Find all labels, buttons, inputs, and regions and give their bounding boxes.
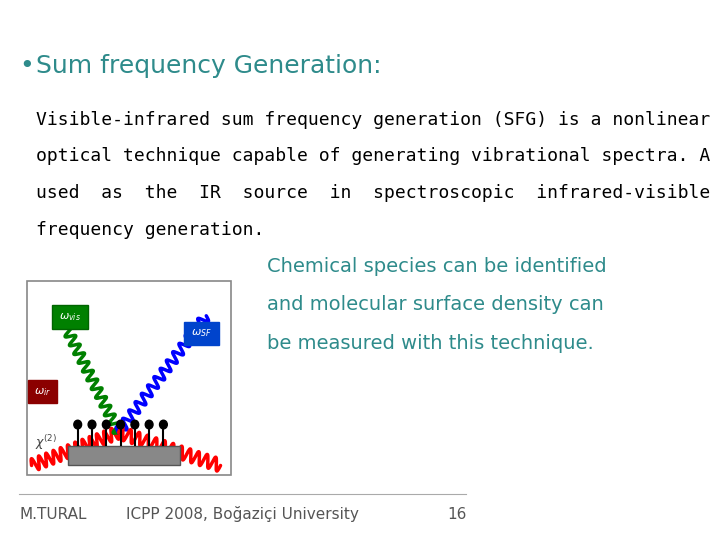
Bar <box>68 446 180 465</box>
Text: Chemical species can be identified: Chemical species can be identified <box>267 256 607 275</box>
Circle shape <box>131 420 139 429</box>
FancyBboxPatch shape <box>27 380 58 403</box>
Circle shape <box>88 420 96 429</box>
Text: Visible-infrared sum frequency generation (SFG) is a nonlinear: Visible-infrared sum frequency generatio… <box>37 111 711 129</box>
FancyBboxPatch shape <box>27 281 230 475</box>
Text: ICPP 2008, Boğaziçi University: ICPP 2008, Boğaziçi University <box>127 506 359 522</box>
Text: be measured with this technique.: be measured with this technique. <box>267 334 594 353</box>
Text: Sum frequency Generation:: Sum frequency Generation: <box>37 54 382 78</box>
Circle shape <box>102 420 110 429</box>
Circle shape <box>145 420 153 429</box>
Text: used  as  the  IR  source  in  spectroscopic  infrared-visible  sum-: used as the IR source in spectroscopic i… <box>37 184 720 202</box>
FancyBboxPatch shape <box>184 322 219 345</box>
Circle shape <box>160 420 167 429</box>
Circle shape <box>117 420 125 429</box>
Text: and molecular surface density can: and molecular surface density can <box>267 295 604 314</box>
Text: •: • <box>19 54 34 78</box>
Text: $\omega_{ir}$: $\omega_{ir}$ <box>34 386 51 397</box>
Text: $\omega_{vis}$: $\omega_{vis}$ <box>59 311 81 323</box>
FancyBboxPatch shape <box>52 305 88 329</box>
Text: $\chi^{(2)}$: $\chi^{(2)}$ <box>35 433 58 451</box>
Circle shape <box>74 420 81 429</box>
Text: M.TURAL: M.TURAL <box>19 507 87 522</box>
Text: frequency generation.: frequency generation. <box>37 221 265 239</box>
Text: $\omega_{SF}$: $\omega_{SF}$ <box>192 327 212 339</box>
Text: optical technique capable of generating vibrational spectra. A FEL is: optical technique capable of generating … <box>37 147 720 165</box>
Text: 16: 16 <box>447 507 467 522</box>
